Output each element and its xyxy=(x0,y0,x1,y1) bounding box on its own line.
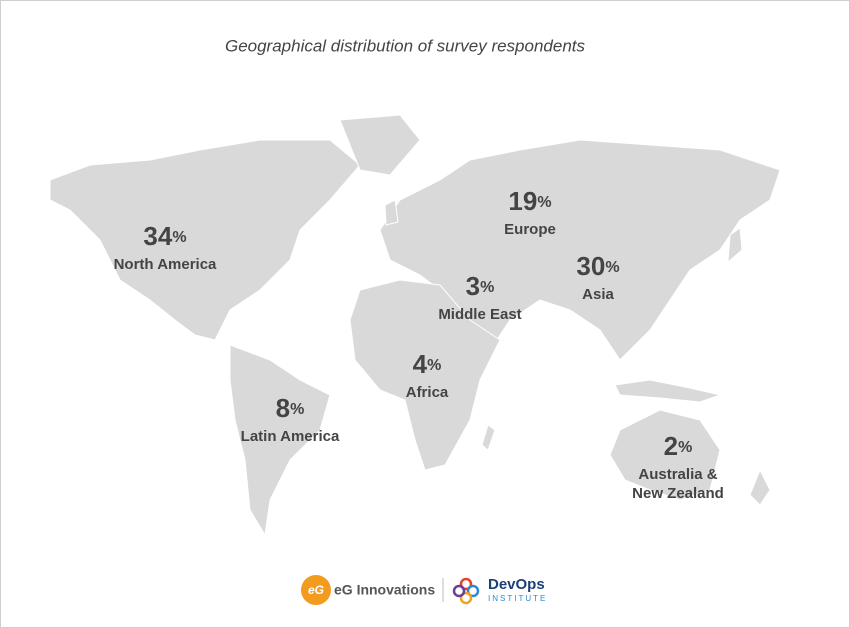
region-value: 19% xyxy=(508,186,551,216)
region-value: 3% xyxy=(466,271,495,301)
japan xyxy=(727,227,743,264)
value: 30 xyxy=(576,251,605,281)
unit: % xyxy=(537,194,551,211)
value: 4 xyxy=(413,349,428,379)
devops-name: DevOps xyxy=(488,576,545,593)
uk xyxy=(384,199,399,226)
value: 19 xyxy=(508,186,537,216)
footer: eG eG Innovations DevOps INSTITUTE xyxy=(301,575,547,605)
region-name: North America xyxy=(114,256,217,273)
madagascar xyxy=(481,424,496,451)
region-name: Africa xyxy=(406,384,449,401)
devops-sub: INSTITUTE xyxy=(488,594,547,603)
region-name: New Zealand xyxy=(632,485,724,502)
unit: % xyxy=(480,279,494,296)
eg-logo xyxy=(301,575,331,605)
unit: % xyxy=(172,229,186,246)
eg-mark: eG xyxy=(308,583,324,597)
eg-name: eG Innovations xyxy=(334,582,435,598)
latin-america xyxy=(229,344,331,537)
value: 2 xyxy=(664,431,678,461)
value: 8 xyxy=(276,393,290,423)
unit: % xyxy=(678,439,692,456)
greenland xyxy=(339,114,421,176)
region-value: 8% xyxy=(276,393,305,423)
region-name: Latin America xyxy=(241,428,340,445)
region-name: Europe xyxy=(504,221,556,238)
region-name: Middle East xyxy=(438,306,521,323)
region-value: 4% xyxy=(413,349,442,379)
world-map xyxy=(49,114,781,537)
unit: % xyxy=(605,259,619,276)
new-zealand xyxy=(749,468,771,506)
region-labels: 34%North America19%Europe30%Asia3%Middle… xyxy=(114,186,724,502)
north-america xyxy=(49,139,361,341)
region-value: 30% xyxy=(576,251,619,281)
australia xyxy=(609,409,721,501)
title: Geographical distribution of survey resp… xyxy=(225,36,586,55)
value: 34 xyxy=(143,221,172,251)
unit: % xyxy=(290,401,304,418)
region-name: Australia & xyxy=(638,466,717,483)
africa xyxy=(349,279,501,471)
region-value: 34% xyxy=(143,221,186,251)
value: 3 xyxy=(466,271,480,301)
region-value: 2% xyxy=(664,431,693,461)
unit: % xyxy=(427,357,441,374)
region-name: Asia xyxy=(582,286,614,303)
indonesia xyxy=(614,379,722,403)
devops-logo xyxy=(452,577,480,605)
